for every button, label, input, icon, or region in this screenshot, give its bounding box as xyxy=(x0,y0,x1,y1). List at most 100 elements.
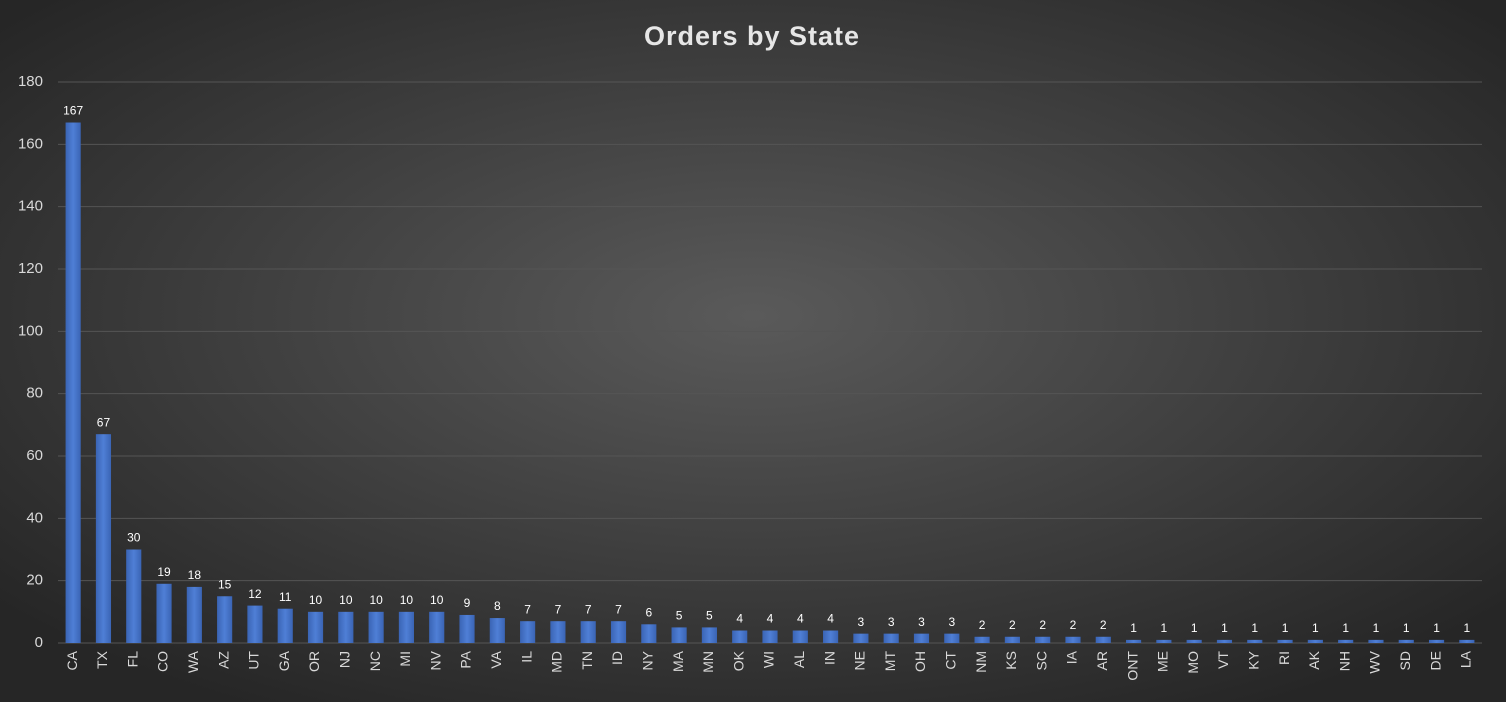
bar xyxy=(580,621,596,643)
data-label: 7 xyxy=(585,602,592,616)
data-label: 1 xyxy=(1161,621,1168,635)
x-tick-label: AZ xyxy=(215,651,231,669)
bar xyxy=(1216,639,1233,643)
data-label: 3 xyxy=(888,615,895,629)
bar xyxy=(398,611,414,643)
x-tick-label: NY xyxy=(640,650,656,670)
x-tick-label: VT xyxy=(1215,651,1231,669)
data-label: 4 xyxy=(767,612,774,626)
x-tick-label: NJ xyxy=(337,651,353,668)
data-label: 1 xyxy=(1282,621,1289,635)
x-tick-label: NV xyxy=(427,650,443,670)
bar xyxy=(277,608,293,643)
bar xyxy=(459,614,475,643)
data-label: 3 xyxy=(858,615,865,629)
bar xyxy=(1004,636,1020,643)
data-label: 1 xyxy=(1403,621,1410,635)
bar xyxy=(762,630,778,643)
data-label: 15 xyxy=(218,577,232,591)
bar xyxy=(883,633,899,643)
data-label: 3 xyxy=(918,615,925,629)
data-label: 18 xyxy=(188,568,202,582)
x-tick-label: FL xyxy=(124,651,140,668)
bar xyxy=(823,630,839,643)
data-label: 30 xyxy=(127,531,141,545)
data-label: 1 xyxy=(1433,621,1440,635)
data-label: 5 xyxy=(676,609,683,623)
y-tick-label: 180 xyxy=(18,73,43,90)
y-tick-label: 60 xyxy=(26,447,43,464)
x-tick-label: IN xyxy=(821,651,837,665)
data-label: 2 xyxy=(1070,618,1077,632)
x-tick-label: AL xyxy=(791,651,807,668)
data-label: 10 xyxy=(309,593,323,607)
bar xyxy=(974,636,990,643)
y-tick-label: 140 xyxy=(18,198,43,215)
x-tick-label: AK xyxy=(1306,650,1322,669)
x-tick-label: OH xyxy=(912,651,928,672)
bar xyxy=(732,630,748,643)
data-label: 3 xyxy=(948,615,955,629)
bar xyxy=(1035,636,1051,643)
x-tick-label: IL xyxy=(518,651,534,663)
bar xyxy=(913,633,930,643)
data-label: 167 xyxy=(63,104,83,118)
x-tick-label: CT xyxy=(942,651,958,670)
data-label: 7 xyxy=(615,602,622,616)
x-tick-label: LA xyxy=(1458,650,1474,668)
data-label: 7 xyxy=(524,602,531,616)
bar xyxy=(701,627,717,643)
bar xyxy=(338,611,354,643)
x-tick-label: TX xyxy=(94,650,110,669)
data-label: 10 xyxy=(400,593,414,607)
data-label: 8 xyxy=(494,599,501,613)
x-tick-label: VA xyxy=(488,650,504,668)
x-tick-label: KS xyxy=(1003,651,1019,670)
x-tick-label: MI xyxy=(397,651,413,667)
x-tick-label: NH xyxy=(1336,651,1352,671)
data-label: 1 xyxy=(1342,621,1349,635)
x-tick-label: PA xyxy=(458,650,474,668)
data-label: 10 xyxy=(339,593,353,607)
y-tick-label: 160 xyxy=(18,135,43,152)
data-label: 1 xyxy=(1251,621,1258,635)
x-tick-label: NE xyxy=(852,651,868,670)
x-tick-label: OR xyxy=(306,651,322,672)
x-tick-label: ID xyxy=(609,651,625,665)
bar xyxy=(368,611,384,643)
data-label: 1 xyxy=(1191,621,1198,635)
y-tick-label: 120 xyxy=(18,260,43,277)
data-label: 2 xyxy=(1009,618,1016,632)
bar xyxy=(1277,639,1293,643)
bar xyxy=(489,618,505,643)
bar xyxy=(1247,639,1263,643)
bar xyxy=(1338,639,1354,643)
data-label: 67 xyxy=(97,415,111,429)
x-tick-label: NC xyxy=(367,651,383,671)
data-label: 2 xyxy=(979,618,986,632)
bar xyxy=(1186,639,1202,643)
x-tick-label: DE xyxy=(1427,651,1443,670)
y-tick-label: 20 xyxy=(26,572,43,589)
data-label: 6 xyxy=(645,605,652,619)
bar xyxy=(550,621,566,643)
bar xyxy=(1368,639,1384,643)
y-tick-label: 80 xyxy=(26,385,43,402)
x-tick-label: MD xyxy=(549,651,565,673)
y-tick-label: 40 xyxy=(26,509,43,526)
data-label: 4 xyxy=(736,612,743,626)
data-label: 1 xyxy=(1221,621,1228,635)
data-label: 1 xyxy=(1464,621,1471,635)
chart-title: Orders by State xyxy=(644,21,860,51)
bar xyxy=(429,611,445,643)
bar xyxy=(307,611,324,643)
x-tick-label: WA xyxy=(185,650,201,673)
x-tick-label: ME xyxy=(1155,651,1171,672)
x-tick-label: MA xyxy=(670,650,686,672)
bar xyxy=(1307,639,1323,643)
bar xyxy=(944,633,960,643)
bar xyxy=(1398,639,1414,643)
x-tick-label: OK xyxy=(730,650,746,671)
